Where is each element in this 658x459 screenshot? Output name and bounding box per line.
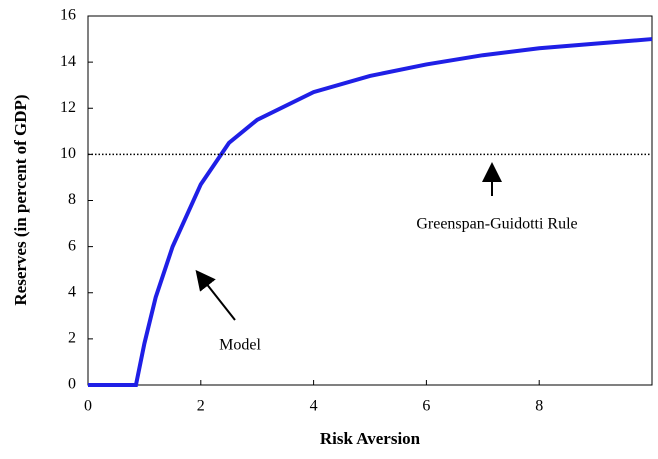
y-tick-label: 8 <box>68 191 76 208</box>
model-annotation: Model <box>219 337 261 354</box>
y-tick-label: 4 <box>68 283 76 300</box>
rule-annotation: Greenspan-Guidotti Rule <box>416 216 577 233</box>
x-tick-label: 8 <box>535 398 543 415</box>
x-axis-label: Risk Aversion <box>320 429 421 448</box>
x-tick-label: 0 <box>84 398 92 415</box>
series-line <box>88 37 653 387</box>
x-tick-label: 2 <box>197 398 205 415</box>
y-tick-label: 0 <box>68 376 76 393</box>
y-tick-label: 12 <box>60 99 76 116</box>
y-axis-label: Reserves (in percent of GDP) <box>11 94 30 305</box>
model-arrow <box>195 269 236 321</box>
plot-frame <box>87 15 653 386</box>
y-tick-label: 6 <box>68 237 76 254</box>
y-tick-label: 16 <box>60 7 76 24</box>
y-tick-label: 2 <box>68 330 76 347</box>
y-tick-label: 10 <box>60 145 76 162</box>
y-tick-label: 14 <box>60 53 76 70</box>
x-tick-label: 4 <box>310 398 318 415</box>
x-tick-label: 6 <box>422 398 430 415</box>
